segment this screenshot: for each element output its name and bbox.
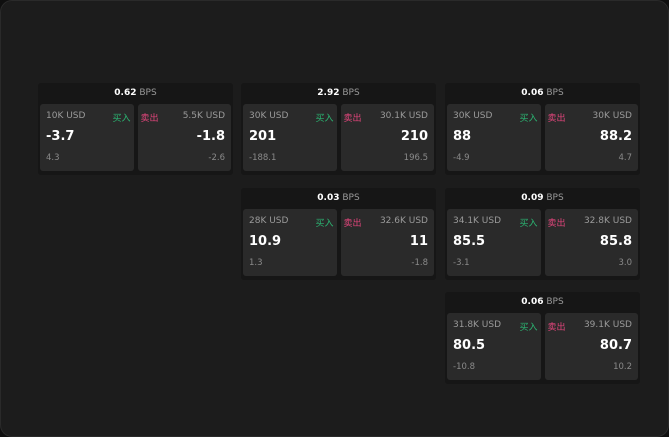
bid-change: -4.9 xyxy=(453,153,470,163)
ask-size: 32.8K USD xyxy=(583,216,632,226)
ask-change: 196.5 xyxy=(403,153,428,163)
sell-button[interactable]: 卖出 39.1K USD 80.7 10.2 xyxy=(544,313,638,380)
ask-size: 5.5K USD xyxy=(182,111,225,121)
ask-change: 4.7 xyxy=(618,153,632,163)
sell-label: 卖出 xyxy=(140,114,159,124)
buy-button[interactable]: 34.1K USD 买入 85.5 -3.1 xyxy=(447,209,541,276)
sell-button[interactable]: 卖出 32.8K USD 85.8 3.0 xyxy=(544,209,638,276)
ask-size: 39.1K USD xyxy=(583,320,632,330)
quote-panel: 0.06 BPS 30K USD 买入 88 -4.9 卖出 30K USD 8… xyxy=(445,83,640,175)
sell-label: 卖出 xyxy=(547,219,566,229)
buy-button[interactable]: 30K USD 买入 88 -4.9 xyxy=(447,104,541,171)
bid-size: 28K USD xyxy=(249,216,289,226)
buy-label: 买入 xyxy=(519,114,538,124)
buy-label: 买入 xyxy=(112,114,131,124)
spread-header: 0.62 BPS xyxy=(38,83,233,104)
bid-size: 34.1K USD xyxy=(453,216,502,226)
sell-button[interactable]: 卖出 5.5K USD -1.8 -2.6 xyxy=(137,104,231,171)
quote-panel: 2.92 BPS 30K USD 买入 201 -188.1 卖出 30.1K … xyxy=(241,83,436,175)
bid-change: -3.1 xyxy=(453,258,470,268)
ask-size: 32.6K USD xyxy=(379,216,428,226)
spread-value: 0.03 xyxy=(317,193,340,203)
spread-value: 0.62 xyxy=(114,88,137,98)
bid-price: 10.9 xyxy=(249,234,282,249)
buy-button[interactable]: 28K USD 买入 10.9 1.3 xyxy=(243,209,337,276)
buy-button[interactable]: 10K USD 买入 -3.7 4.3 xyxy=(40,104,134,171)
ask-price: 210 xyxy=(400,129,428,144)
spread-header: 2.92 BPS xyxy=(241,83,436,104)
spread-header: 0.09 BPS xyxy=(445,188,640,209)
buy-label: 买入 xyxy=(519,323,538,333)
quote-panel: 0.06 BPS 31.8K USD 买入 80.5 -10.8 卖出 39.1… xyxy=(445,292,640,384)
spread-header: 0.03 BPS xyxy=(241,188,436,209)
spread-unit: BPS xyxy=(342,193,360,203)
bid-size: 30K USD xyxy=(249,111,289,121)
buy-button[interactable]: 30K USD 买入 201 -188.1 xyxy=(243,104,337,171)
buy-label: 买入 xyxy=(315,114,334,124)
sell-button[interactable]: 卖出 30K USD 88.2 4.7 xyxy=(544,104,638,171)
sell-label: 卖出 xyxy=(343,114,362,124)
bid-size: 10K USD xyxy=(46,111,86,121)
quote-panel: 0.09 BPS 34.1K USD 买入 85.5 -3.1 卖出 32.8K… xyxy=(445,188,640,280)
sell-label: 卖出 xyxy=(547,114,566,124)
quote-panel: 0.03 BPS 28K USD 买入 10.9 1.3 卖出 32.6K US… xyxy=(241,188,436,280)
bid-price: 88 xyxy=(453,129,472,144)
spread-unit: BPS xyxy=(139,88,157,98)
bid-change: 1.3 xyxy=(249,258,263,268)
spread-unit: BPS xyxy=(546,297,564,307)
ask-change: -2.6 xyxy=(208,153,225,163)
ask-price: 88.2 xyxy=(599,129,632,144)
spread-header: 0.06 BPS xyxy=(445,83,640,104)
ask-price: 80.7 xyxy=(599,338,632,353)
spread-unit: BPS xyxy=(546,88,564,98)
spread-header: 0.06 BPS xyxy=(445,292,640,313)
spread-unit: BPS xyxy=(546,193,564,203)
bid-size: 31.8K USD xyxy=(453,320,502,330)
quote-panel: 0.62 BPS 10K USD 买入 -3.7 4.3 卖出 5.5K USD… xyxy=(38,83,233,175)
ask-change: 3.0 xyxy=(618,258,632,268)
sell-button[interactable]: 卖出 30.1K USD 210 196.5 xyxy=(340,104,434,171)
spread-unit: BPS xyxy=(342,88,360,98)
buy-button[interactable]: 31.8K USD 买入 80.5 -10.8 xyxy=(447,313,541,380)
buy-label: 买入 xyxy=(315,219,334,229)
bid-price: 85.5 xyxy=(453,234,486,249)
bid-change: -188.1 xyxy=(249,153,277,163)
bid-price: 201 xyxy=(249,129,277,144)
sell-button[interactable]: 卖出 32.6K USD 11 -1.8 xyxy=(340,209,434,276)
spread-value: 0.06 xyxy=(521,88,544,98)
ask-change: 10.2 xyxy=(613,362,632,372)
bid-price: 80.5 xyxy=(453,338,486,353)
ask-size: 30.1K USD xyxy=(379,111,428,121)
ask-size: 30K USD xyxy=(592,111,632,121)
sell-label: 卖出 xyxy=(343,219,362,229)
spread-value: 0.09 xyxy=(521,193,544,203)
spread-value: 2.92 xyxy=(317,88,340,98)
bid-price: -3.7 xyxy=(46,129,75,144)
bid-change: 4.3 xyxy=(46,153,60,163)
bid-change: -10.8 xyxy=(453,362,475,372)
ask-price: -1.8 xyxy=(196,129,225,144)
buy-label: 买入 xyxy=(519,219,538,229)
sell-label: 卖出 xyxy=(547,323,566,333)
bid-size: 30K USD xyxy=(453,111,493,121)
ask-price: 11 xyxy=(409,234,428,249)
ask-price: 85.8 xyxy=(599,234,632,249)
spread-value: 0.06 xyxy=(521,297,544,307)
ask-change: -1.8 xyxy=(411,258,428,268)
